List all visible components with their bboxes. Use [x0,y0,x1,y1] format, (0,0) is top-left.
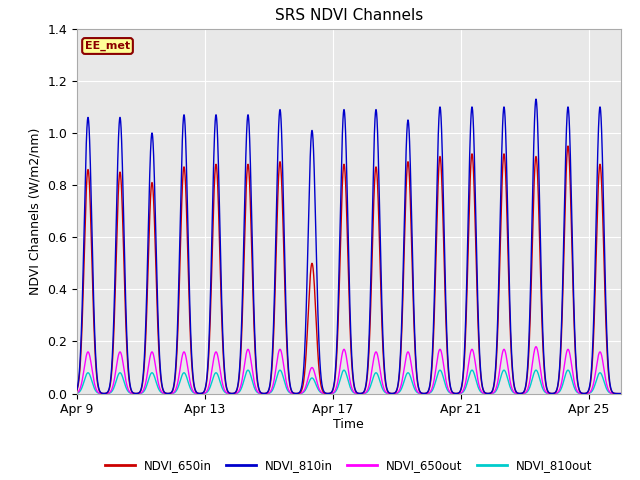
Text: EE_met: EE_met [85,41,130,51]
Title: SRS NDVI Channels: SRS NDVI Channels [275,9,423,24]
Legend: NDVI_650in, NDVI_810in, NDVI_650out, NDVI_810out: NDVI_650in, NDVI_810in, NDVI_650out, NDV… [100,454,597,477]
Y-axis label: NDVI Channels (W/m2/nm): NDVI Channels (W/m2/nm) [29,128,42,295]
X-axis label: Time: Time [333,418,364,431]
